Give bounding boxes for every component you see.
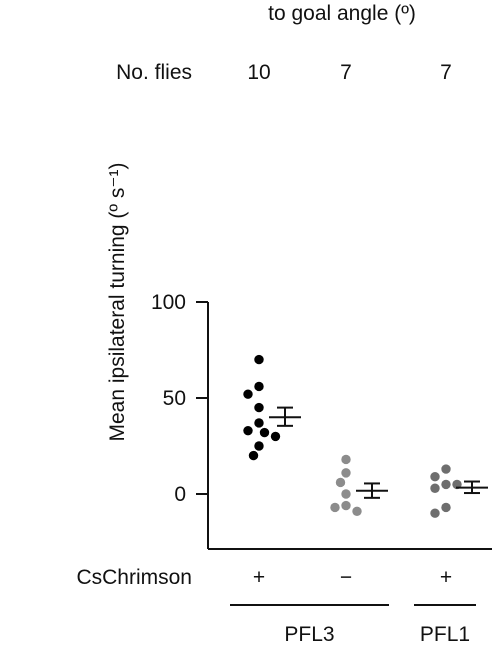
data-point [430,472,440,482]
fly-count: 7 [440,61,452,84]
data-point [430,508,440,518]
chart-title: to goal angle (º) [268,2,416,25]
data-point [243,425,253,436]
data-point [341,500,351,511]
data-point [243,389,253,399]
genotype-label: PFL1 [420,623,470,646]
genotype-label: PFL3 [284,623,334,646]
data-point [259,427,270,438]
data-point [254,402,264,413]
cschrimson-value: + [253,566,265,589]
cschrimson-value: − [340,566,352,589]
data-point [254,418,264,428]
data-point [341,468,351,478]
data-point [248,450,259,461]
data-point [441,479,451,490]
y-axis: 0 50 100 [151,291,209,549]
y-tick-label: 100 [151,291,186,314]
data-point [335,477,346,488]
y-tick-label: 0 [174,483,186,506]
data-point [254,441,264,451]
data-point [430,483,440,493]
y-axis-label: Mean ipsilateral turning (º s⁻¹) [106,162,129,441]
data-point [341,454,351,465]
fly-count: 7 [340,61,352,84]
data-point [441,464,451,474]
data-point [254,354,264,365]
cschrimson-value: + [440,566,452,589]
data-marks [243,354,488,518]
fly-count: 10 [247,61,270,84]
data-point [330,502,340,513]
data-point [341,489,351,499]
data-point [270,431,281,442]
group-labels: 10 +7 − 7 + PFL3 PFL1 [230,61,476,646]
data-point [254,381,264,392]
data-point [352,506,362,516]
cschrimson-label: CsChrimson [76,566,192,589]
no-flies-label: No. flies [116,61,192,84]
y-tick-label: 50 [163,387,186,410]
data-point [441,502,451,513]
